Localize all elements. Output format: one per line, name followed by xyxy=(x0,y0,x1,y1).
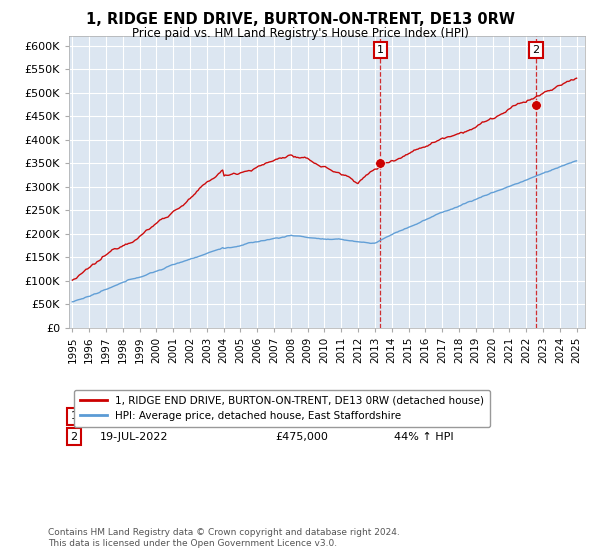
Text: 61% ↑ HPI: 61% ↑ HPI xyxy=(394,412,454,422)
Text: 1: 1 xyxy=(377,45,384,55)
Text: £475,000: £475,000 xyxy=(275,432,328,442)
Text: 1, RIDGE END DRIVE, BURTON-ON-TRENT, DE13 0RW: 1, RIDGE END DRIVE, BURTON-ON-TRENT, DE1… xyxy=(86,12,515,27)
Text: 26-APR-2013: 26-APR-2013 xyxy=(100,412,172,422)
Text: £350,000: £350,000 xyxy=(275,412,328,422)
Text: Price paid vs. HM Land Registry's House Price Index (HPI): Price paid vs. HM Land Registry's House … xyxy=(131,27,469,40)
Legend: 1, RIDGE END DRIVE, BURTON-ON-TRENT, DE13 0RW (detached house), HPI: Average pri: 1, RIDGE END DRIVE, BURTON-ON-TRENT, DE1… xyxy=(74,390,490,427)
Text: 2: 2 xyxy=(532,45,539,55)
Text: 2: 2 xyxy=(71,432,78,442)
Text: Contains HM Land Registry data © Crown copyright and database right 2024.
This d: Contains HM Land Registry data © Crown c… xyxy=(48,528,400,548)
Text: 1: 1 xyxy=(71,412,77,422)
Text: 19-JUL-2022: 19-JUL-2022 xyxy=(100,432,169,442)
Text: 44% ↑ HPI: 44% ↑ HPI xyxy=(394,432,454,442)
